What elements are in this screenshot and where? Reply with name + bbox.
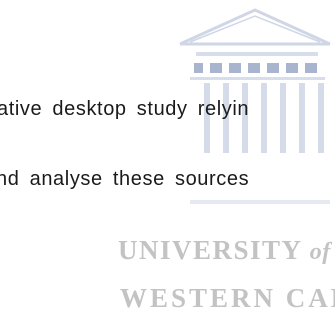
watermark-university-word: UNIVERSITY bbox=[118, 235, 310, 265]
watermark-university-text: UNIVERSITY of the bbox=[118, 231, 335, 271]
watermark-western-cape-text: WESTERN CAPE bbox=[120, 283, 335, 313]
body-text-line: nd analyse these sources bbox=[0, 168, 250, 190]
body-text-line: ative desktop study relyin bbox=[0, 98, 250, 120]
watermark-of-the-text: of the bbox=[309, 239, 335, 265]
